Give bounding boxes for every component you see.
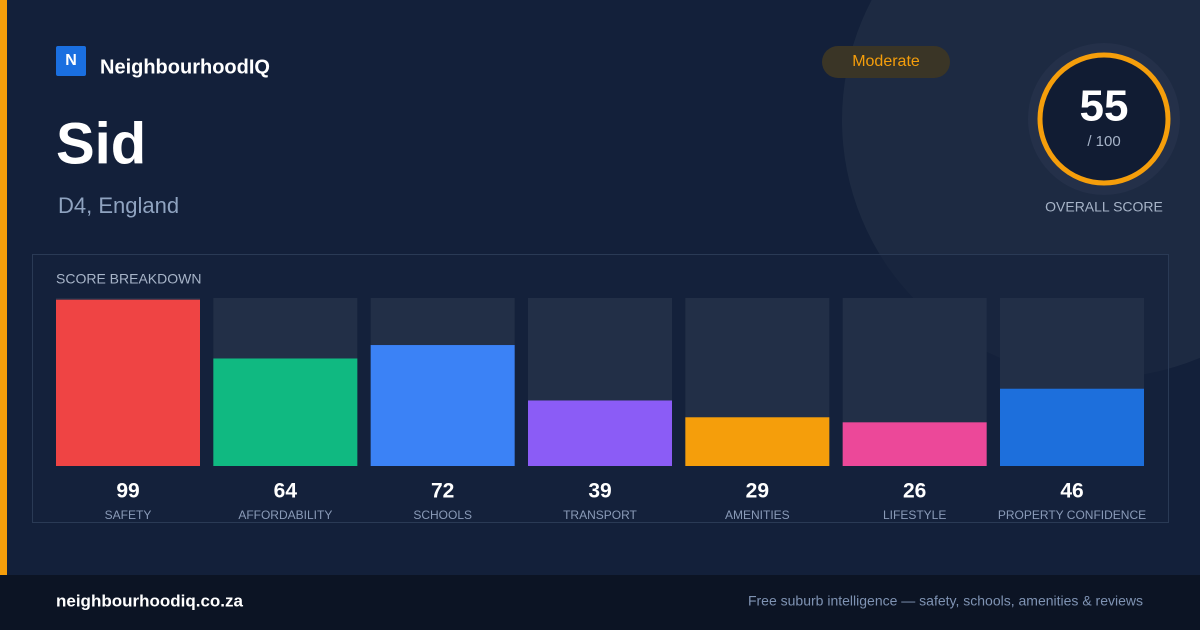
value-label: 26	[903, 480, 926, 503]
bar	[56, 299, 200, 466]
badge-text: Moderate	[852, 53, 920, 70]
footer-bar	[0, 575, 1200, 630]
value-label: 46	[1060, 480, 1083, 503]
accent-strip	[0, 0, 7, 575]
category-label: SAFETY	[105, 508, 152, 522]
category-label: AMENITIES	[725, 508, 790, 522]
subtitle: D4, England	[58, 193, 179, 218]
category-label: LIFESTYLE	[883, 508, 946, 522]
title: Sid	[56, 111, 146, 176]
category-label: SCHOOLS	[413, 508, 472, 522]
score-max: / 100	[1087, 133, 1120, 150]
bar	[370, 345, 515, 466]
badge	[822, 46, 950, 78]
bar	[842, 422, 987, 466]
value-label: 64	[274, 480, 298, 503]
bar	[1000, 388, 1144, 466]
chart-title: SCORE BREAKDOWN	[56, 271, 201, 287]
footer-tagline: Free suburb intelligence — safety, schoo…	[748, 593, 1143, 609]
value-label: 29	[746, 480, 769, 503]
value-label: 39	[588, 480, 611, 503]
score-label: OVERALL SCORE	[1045, 199, 1163, 215]
value-label: 72	[431, 480, 454, 503]
brand-name: NeighbourhoodIQ	[100, 56, 270, 78]
bar	[213, 358, 358, 466]
value-label: 99	[116, 480, 139, 503]
category-label: TRANSPORT	[563, 508, 637, 522]
bar	[528, 400, 672, 466]
logo-letter: N	[65, 52, 77, 69]
score-value: 55	[1080, 82, 1129, 131]
bar	[685, 417, 830, 466]
footer-site: neighbourhoodiq.co.za	[56, 591, 244, 610]
score-ring	[1037, 52, 1171, 186]
category-label: AFFORDABILITY	[238, 508, 332, 522]
logo	[56, 46, 86, 76]
category-label: PROPERTY CONFIDENCE	[998, 508, 1146, 522]
